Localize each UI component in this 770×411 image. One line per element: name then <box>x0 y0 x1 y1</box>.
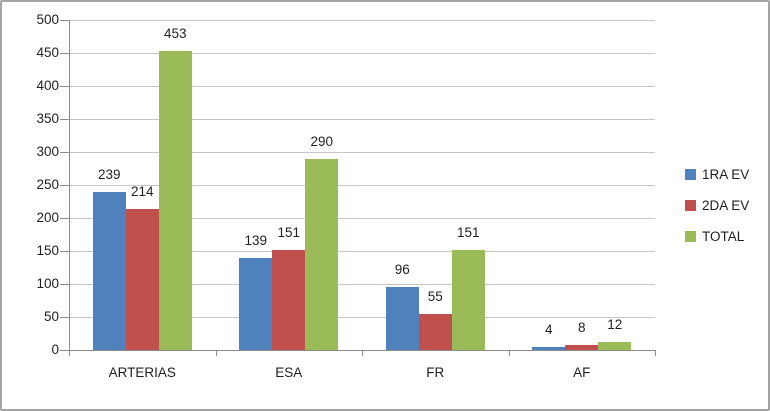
bar-value-label: 290 <box>310 134 334 149</box>
gridline <box>69 119 655 120</box>
bar <box>305 159 339 350</box>
category-label: FR <box>426 365 445 380</box>
bar-value-label: 151 <box>456 225 480 240</box>
y-axis-tick-label: 400 <box>36 78 59 93</box>
y-axis-tick <box>60 53 69 54</box>
bar <box>418 314 452 350</box>
x-axis-tick <box>655 351 656 356</box>
y-axis-line <box>69 20 70 350</box>
y-axis-tick <box>60 185 69 186</box>
legend-label: 1RA EV <box>702 166 750 182</box>
y-axis-tick <box>60 152 69 153</box>
bar <box>598 342 632 350</box>
gridline <box>69 152 655 153</box>
y-axis-tick-label: 0 <box>51 342 59 357</box>
legend-item: 1RA EV <box>685 164 749 184</box>
gridline <box>69 53 655 54</box>
legend-swatch-icon <box>685 230 696 242</box>
bar <box>532 347 566 350</box>
y-axis-tick <box>60 284 69 285</box>
bar-value-label: 139 <box>244 233 268 248</box>
y-axis-tick-label: 150 <box>36 243 59 258</box>
y-axis-tick <box>60 317 69 318</box>
x-axis-tick <box>362 351 363 356</box>
bar <box>239 258 273 350</box>
gridline <box>69 86 655 87</box>
y-axis-tick <box>60 350 69 351</box>
y-axis-tick <box>60 218 69 219</box>
x-axis-line <box>69 350 656 351</box>
category-label: ESA <box>275 365 303 380</box>
gridline <box>69 251 655 252</box>
gridline <box>69 185 655 186</box>
bar <box>451 250 485 350</box>
x-axis-tick <box>215 351 217 356</box>
legend-swatch-icon <box>685 199 696 211</box>
y-axis-tick <box>60 86 69 87</box>
x-axis-tick <box>69 351 70 356</box>
y-axis-tick-label: 450 <box>36 45 59 60</box>
category-label: AF <box>573 365 591 380</box>
bar-value-label: 453 <box>163 26 187 41</box>
legend-label: TOTAL <box>702 228 745 244</box>
bar <box>272 250 306 350</box>
bar-value-label: 12 <box>607 317 623 332</box>
bar <box>385 287 419 350</box>
bar-value-label: 214 <box>130 184 154 199</box>
legend-item: 2DA EV <box>685 195 749 215</box>
bar-value-label: 96 <box>394 262 410 277</box>
gridline <box>69 317 655 318</box>
chart-legend: 1RA EV 2DA EV TOTAL <box>685 164 749 257</box>
y-axis-tick-label: 200 <box>36 210 59 225</box>
bar-value-label: 8 <box>577 320 586 335</box>
bar <box>565 345 599 350</box>
bar <box>158 51 192 350</box>
y-axis-tick <box>60 251 69 252</box>
y-axis-tick-label: 50 <box>43 309 59 324</box>
legend-label: 2DA EV <box>702 197 750 213</box>
legend-swatch-icon <box>685 168 696 180</box>
y-axis-tick-label: 250 <box>36 177 59 192</box>
gridline <box>69 20 655 21</box>
bar <box>92 192 126 350</box>
y-axis-tick-label: 300 <box>36 144 59 159</box>
y-axis-tick <box>60 20 69 21</box>
bar-value-label: 239 <box>97 167 121 182</box>
bar-value-label: 151 <box>277 225 301 240</box>
legend-item: TOTAL <box>685 226 749 246</box>
bar-value-label: 4 <box>544 322 553 337</box>
bar <box>125 209 159 350</box>
y-axis-tick-label: 350 <box>36 111 59 126</box>
category-label: ARTERIAS <box>108 365 176 380</box>
y-axis-tick <box>60 119 69 120</box>
gridline <box>69 218 655 219</box>
y-axis-tick-label: 500 <box>36 12 59 27</box>
gridline <box>69 284 655 285</box>
x-axis-tick <box>508 351 510 356</box>
bar-value-label: 55 <box>427 289 443 304</box>
y-axis-tick-label: 100 <box>36 276 59 291</box>
